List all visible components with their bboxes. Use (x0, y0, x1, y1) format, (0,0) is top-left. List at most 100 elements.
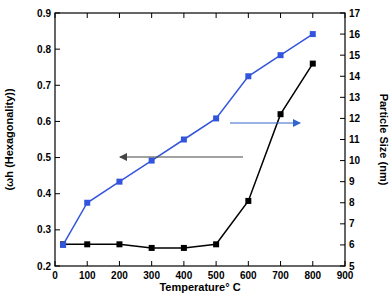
y2-tick-label: 16 (349, 29, 361, 40)
annotation-arrow (230, 123, 300, 124)
y-tick (55, 193, 60, 194)
x-tick-top (55, 13, 56, 18)
series-marker (181, 137, 187, 143)
x-tick-top (312, 13, 313, 18)
y2-tick (340, 139, 345, 140)
series-marker (181, 245, 187, 251)
y2-tick-label: 6 (349, 239, 355, 250)
y2-tick (340, 223, 345, 224)
x-tick (87, 261, 88, 266)
x-tick-top (345, 13, 346, 18)
series-marker (116, 241, 122, 247)
y2-tick (340, 160, 345, 161)
x-tick (345, 261, 346, 266)
x-axis-label: Temperature° C (159, 281, 240, 293)
x-tick-label: 300 (143, 270, 160, 281)
y2-tick (340, 266, 345, 267)
y2-tick (340, 97, 345, 98)
x-tick-label: 800 (304, 270, 321, 281)
series-marker (213, 115, 219, 121)
y-tick (55, 13, 60, 14)
y2-tick-label: 5 (349, 261, 355, 272)
series-marker (245, 198, 251, 204)
x-tick-top (280, 13, 281, 18)
series-line (63, 64, 313, 248)
x-tick-top (248, 13, 249, 18)
series-marker (84, 241, 90, 247)
x-tick (216, 261, 217, 266)
x-tick-top (87, 13, 88, 18)
y-tick (55, 85, 60, 86)
x-tick (312, 261, 313, 266)
x-tick-label: 400 (176, 270, 193, 281)
x-tick-top (216, 13, 217, 18)
y2-tick-label: 10 (349, 155, 361, 166)
series-marker (245, 73, 251, 79)
x-tick (183, 261, 184, 266)
y2-tick (340, 244, 345, 245)
series-marker (310, 61, 316, 67)
x-tick (280, 261, 281, 266)
plot-frame (55, 13, 345, 266)
y-tick-label: 0.4 (37, 188, 51, 199)
annotation-arrow (120, 157, 243, 158)
y2-axis-label: Particle Size (nm) (378, 94, 390, 186)
series-marker (149, 245, 155, 251)
y-tick-label: 0.8 (37, 44, 51, 55)
series-marker (278, 52, 284, 58)
x-tick-top (151, 13, 152, 18)
y-axis-label: (ωh (Hexagonality)) (3, 88, 15, 191)
y2-tick (340, 13, 345, 14)
y2-tick (340, 202, 345, 203)
series-marker (84, 200, 90, 206)
y2-tick-label: 7 (349, 218, 355, 229)
x-tick-label: 200 (111, 270, 128, 281)
y-tick (55, 121, 60, 122)
series-marker (60, 242, 66, 248)
y-tick-label: 0.5 (37, 152, 51, 163)
series-marker (213, 241, 219, 247)
series-marker (116, 179, 122, 185)
x-tick-label: 100 (79, 270, 96, 281)
y-tick (55, 266, 60, 267)
y2-tick (340, 76, 345, 77)
x-tick-label: 0 (52, 270, 58, 281)
y2-tick-label: 17 (349, 8, 361, 19)
y2-tick-label: 11 (349, 134, 360, 145)
y2-tick-label: 15 (349, 50, 361, 61)
x-tick-top (119, 13, 120, 18)
x-tick-label: 600 (240, 270, 257, 281)
chart: 0 100 200 300 400 500 600 700 800 900 0.2 0.3 0.4 0.5… (0, 0, 392, 297)
y2-tick-label: 8 (349, 197, 355, 208)
y2-tick (340, 55, 345, 56)
y-tick (55, 49, 60, 50)
y-tick-label: 0.2 (37, 261, 51, 272)
y2-tick-label: 14 (349, 71, 361, 82)
x-tick (248, 261, 249, 266)
y-tick-label: 0.7 (37, 80, 51, 91)
plot-area (60, 31, 316, 251)
y2-tick-label: 12 (349, 113, 361, 124)
y-tick-label: 0.3 (37, 224, 51, 235)
y-tick (55, 229, 60, 230)
x-tick (55, 261, 56, 266)
series-marker (310, 31, 316, 37)
y2-tick-label: 9 (349, 176, 355, 187)
y2-tick (340, 181, 345, 182)
x-tick (151, 261, 152, 266)
y-tick-label: 0.6 (37, 116, 51, 127)
y2-tick (340, 118, 345, 119)
chart-svg: 0 100 200 300 400 500 600 700 800 900 0.2 0.3 0.4 0.5… (0, 0, 392, 297)
x-tick-label: 700 (272, 270, 289, 281)
series-marker (278, 111, 284, 117)
x-tick-top (183, 13, 184, 18)
series-marker (60, 241, 66, 247)
y-tick-label: 0.9 (37, 8, 51, 19)
series-line (63, 34, 313, 245)
y-tick (55, 157, 60, 158)
x-tick (119, 261, 120, 266)
x-tick-label: 900 (337, 270, 354, 281)
y2-tick (340, 34, 345, 35)
x-tick-label: 500 (208, 270, 225, 281)
y2-tick-label: 13 (349, 92, 361, 103)
